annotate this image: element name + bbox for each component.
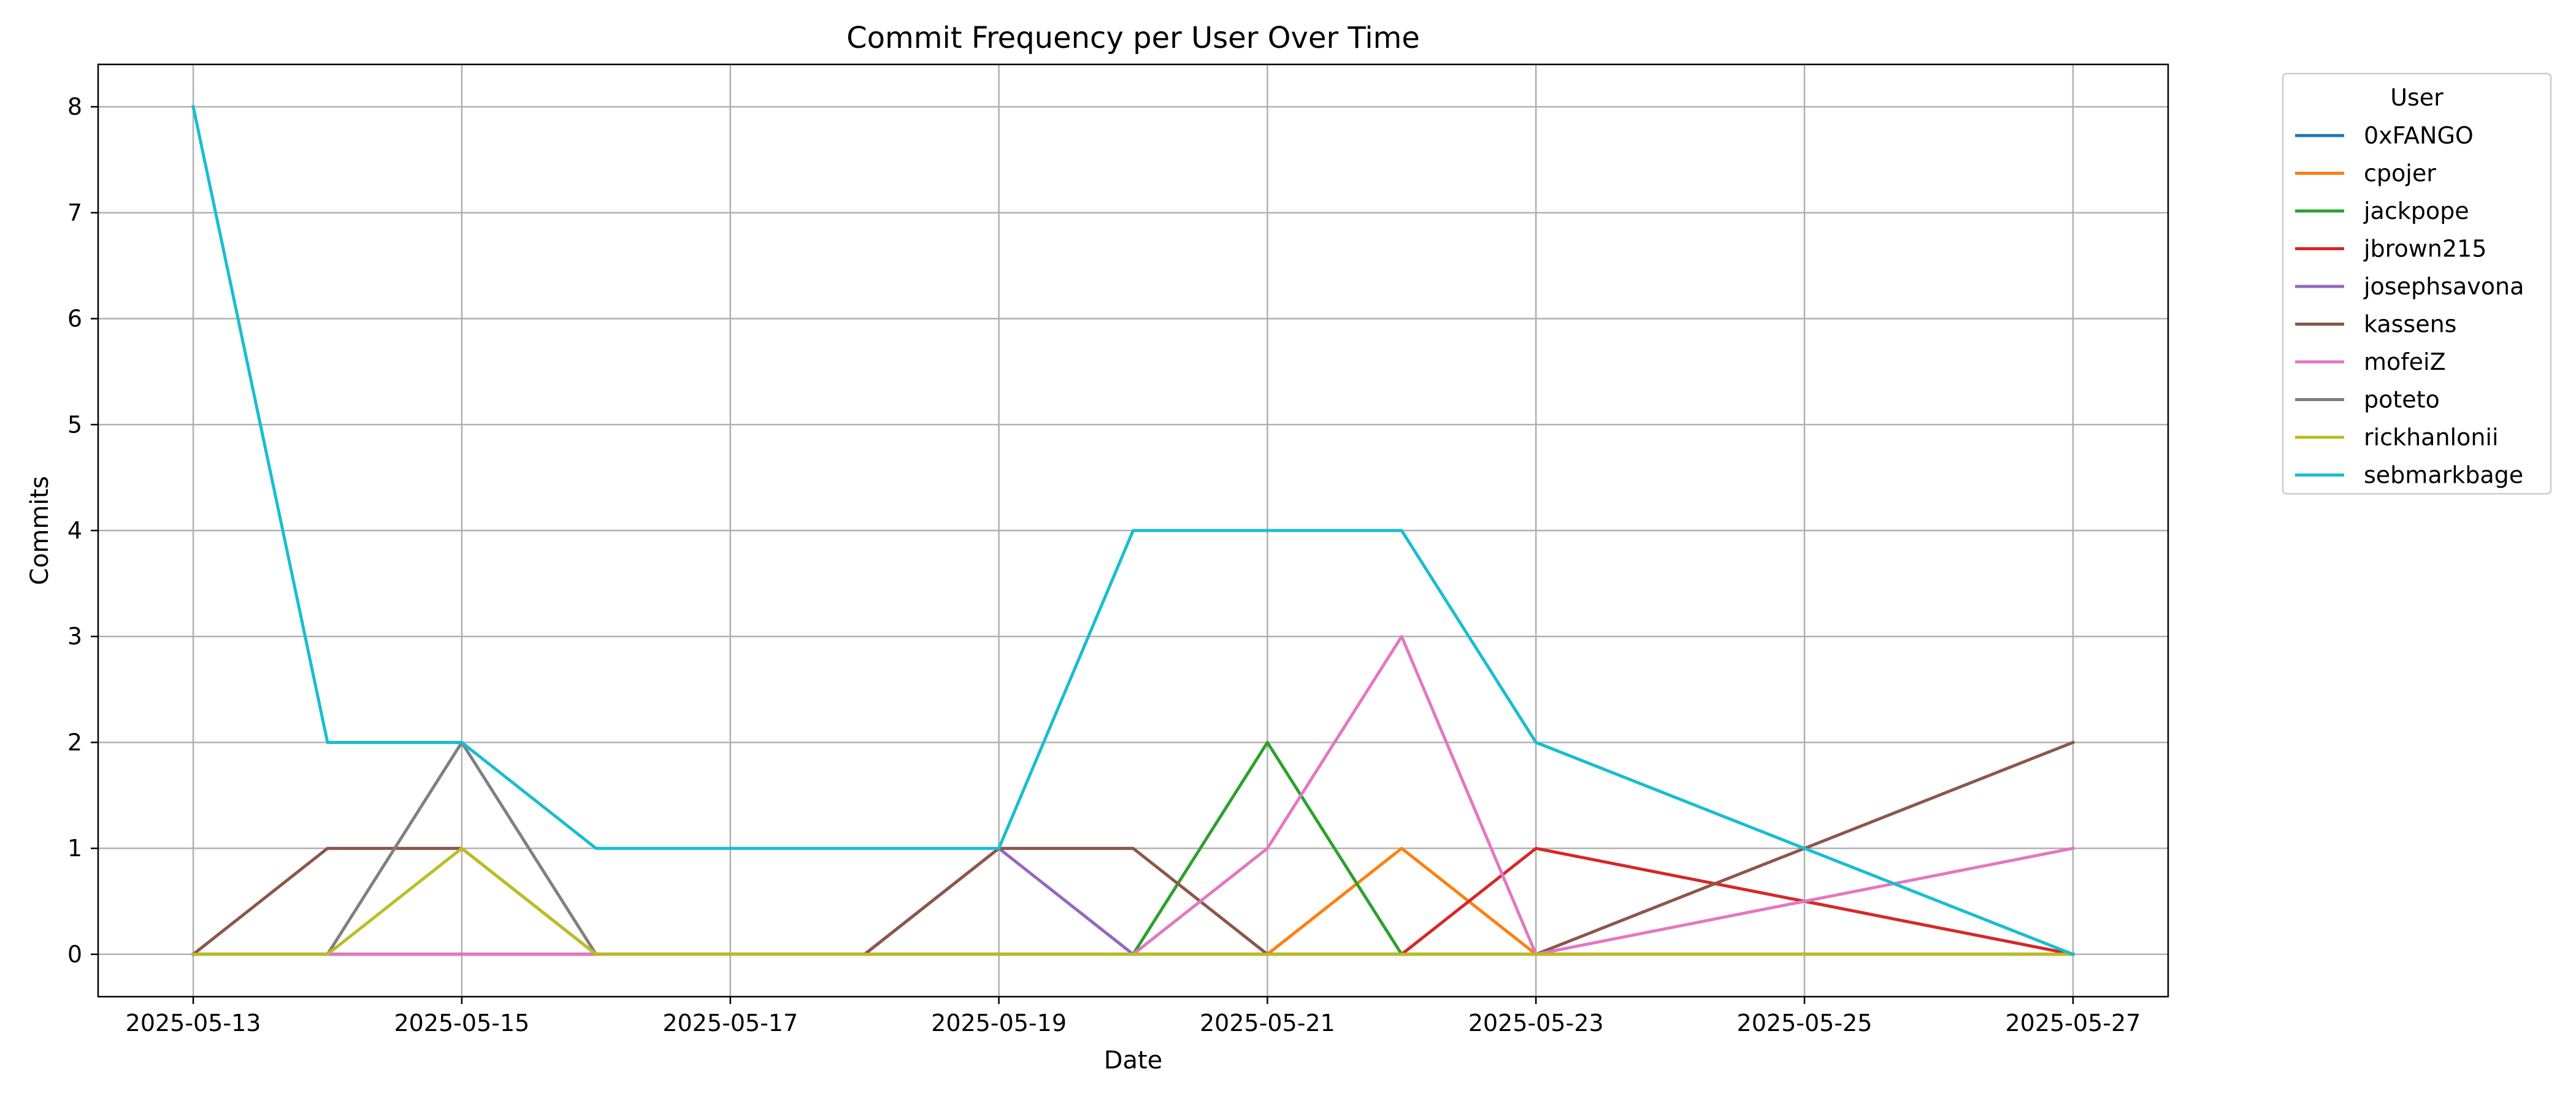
x-tick-label: 2025-05-21 [1200, 1010, 1335, 1037]
legend-item: sebmarkbage [2295, 462, 2523, 489]
y-tick-label: 1 [67, 835, 82, 862]
legend-item: kassens [2295, 311, 2456, 338]
legend-item: cpojer [2295, 160, 2436, 187]
y-axis-label: Commits [26, 476, 54, 585]
legend-box [2282, 72, 2552, 495]
y-tick-label: 4 [67, 517, 82, 544]
legend-item: rickhanlonii [2295, 424, 2499, 451]
y-tick-label: 0 [67, 941, 82, 968]
series-line-josephsavona [191, 846, 2075, 956]
legend-label: sebmarkbage [2364, 462, 2523, 489]
legend-label: cpojer [2364, 160, 2436, 187]
series-line-rickhanlonii [191, 846, 2075, 956]
legend-label: jbrown215 [2363, 236, 2486, 263]
legend-item: 0xFANGO [2295, 122, 2474, 149]
series-line-sebmarkbage [191, 105, 2076, 957]
legend-label: kassens [2364, 311, 2456, 338]
x-tick-label: 2025-05-27 [2006, 1010, 2141, 1037]
legend-item: mofeiZ [2295, 348, 2446, 375]
x-axis: 2025-05-13 2025-05-15 2025-05-17 2025-05-19… [126, 997, 2141, 1037]
legend-title: User [2390, 84, 2444, 111]
legend: User 0xFANGO cpojer jackpope jbrown215 josep… [2282, 72, 2552, 495]
series-lines [191, 105, 2076, 957]
legend-item: jbrown215 [2295, 236, 2486, 263]
legend-label: poteto [2364, 386, 2440, 413]
x-tick-label: 2025-05-23 [1468, 1010, 1604, 1037]
legend-items: 0xFANGO cpojer jackpope jbrown215 josephsavo… [2295, 122, 2524, 489]
legend-label: josephsavona [2363, 273, 2524, 300]
y-tick-label: 6 [67, 305, 82, 332]
chart-title: Commit Frequency per User Over Time [846, 21, 1420, 55]
x-tick-label: 2025-05-13 [126, 1010, 261, 1037]
y-tick-label: 5 [67, 411, 82, 438]
x-axis-label: Date [1104, 1046, 1163, 1075]
y-tick-label: 7 [67, 199, 82, 226]
series-line-cpojer [191, 846, 2075, 956]
legend-label: rickhanlonii [2364, 424, 2499, 451]
y-tick-label: 8 [67, 93, 82, 120]
legend-label: jackpope [2363, 197, 2469, 224]
y-tick-label: 3 [67, 623, 82, 650]
x-tick-label: 2025-05-25 [1737, 1010, 1873, 1037]
series-line-mofeiZ [191, 635, 2075, 956]
x-tick-label: 2025-05-19 [931, 1010, 1067, 1037]
legend-item: poteto [2295, 386, 2440, 413]
legend-label: mofeiZ [2364, 348, 2446, 375]
y-axis: 0 1 2 3 4 5 6 7 8 [67, 93, 98, 968]
x-tick-label: 2025-05-15 [394, 1010, 529, 1037]
legend-item: jackpope [2295, 197, 2469, 224]
y-tick-label: 2 [67, 729, 82, 756]
legend-item: josephsavona [2295, 273, 2524, 300]
legend-label: 0xFANGO [2364, 122, 2474, 149]
series-line-jbrown215 [191, 846, 2075, 956]
x-tick-label: 2025-05-17 [662, 1010, 798, 1037]
